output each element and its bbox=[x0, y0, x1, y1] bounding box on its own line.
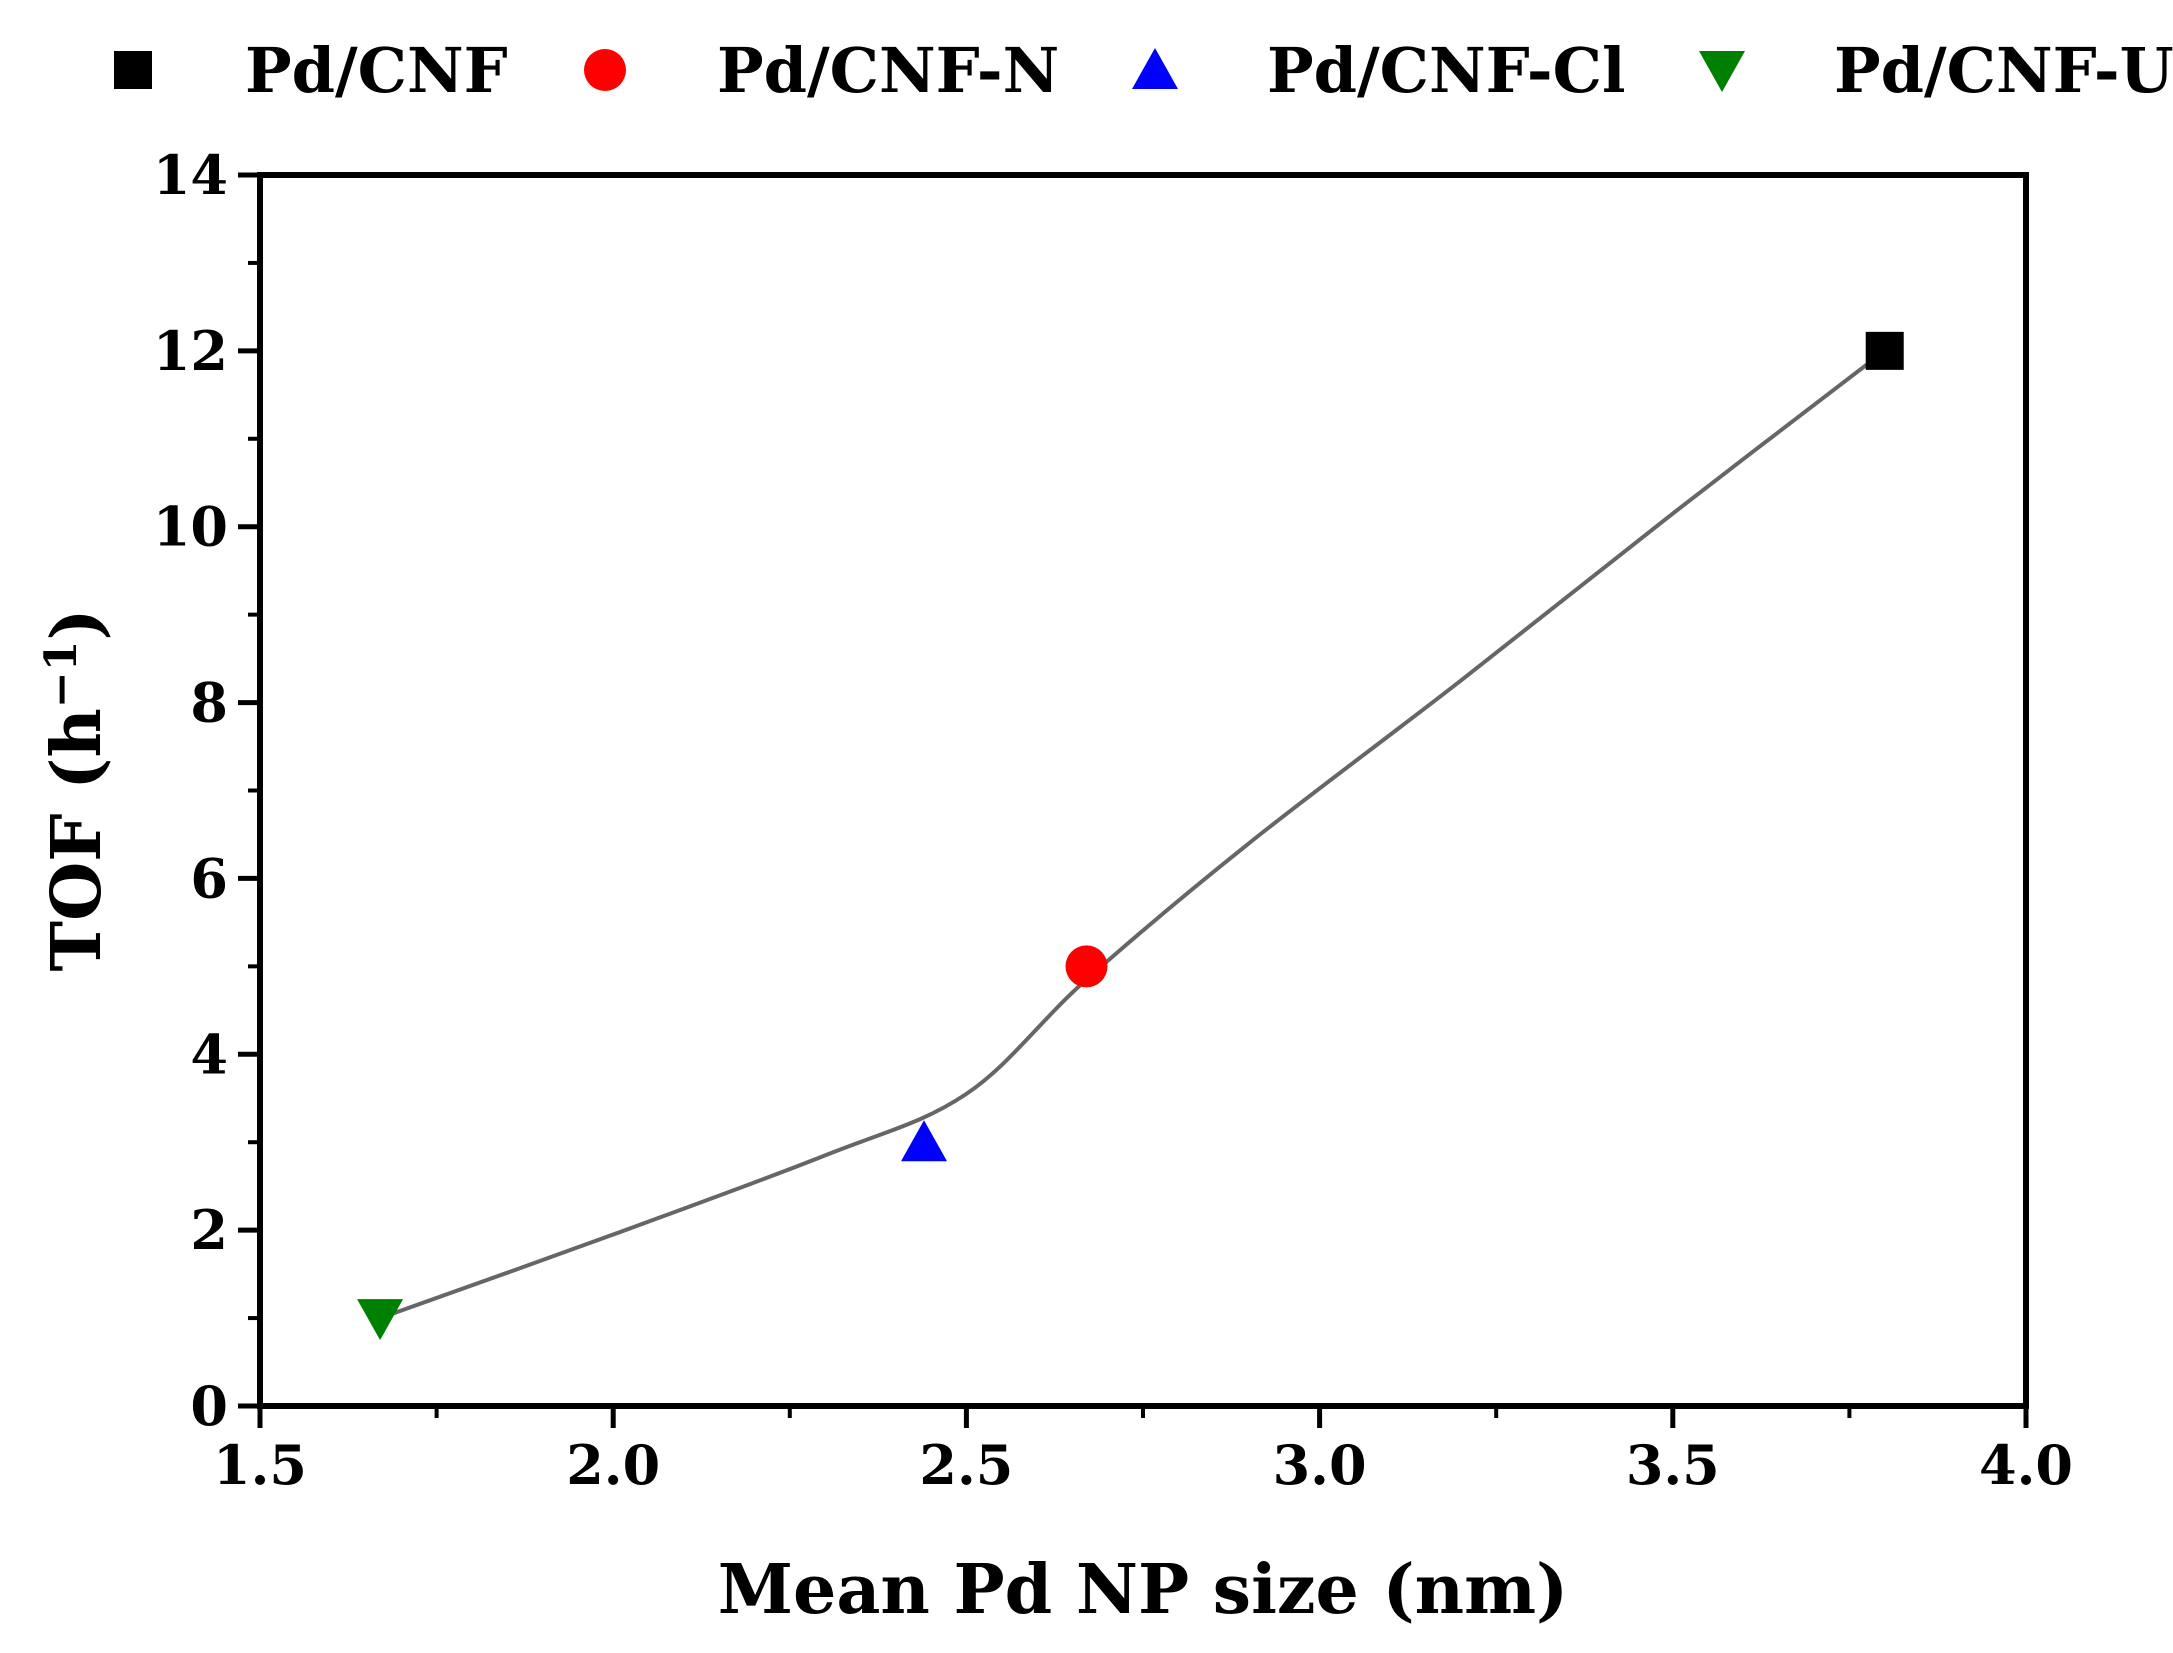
y-tick-label: 8 bbox=[190, 671, 228, 735]
x-tick-label: 3.0 bbox=[1273, 1433, 1367, 1497]
data-point-pd-cnf bbox=[1865, 331, 1904, 370]
y-tick-label: 4 bbox=[190, 1022, 228, 1086]
x-axis-title: Mean Pd NP size (nm) bbox=[718, 1550, 1568, 1630]
y-axis-title-main: TOF (h bbox=[37, 708, 117, 971]
x-tick-label: 1.5 bbox=[213, 1433, 307, 1497]
legend-label-pd-cnf-u: Pd/CNF-U bbox=[1834, 34, 2173, 107]
legend-label-pd-cnf-n: Pd/CNF-N bbox=[717, 34, 1059, 107]
x-tick-label: 4.0 bbox=[1979, 1433, 2073, 1497]
legend-marker-pd-cnf-u bbox=[1699, 51, 1745, 92]
legend-marker-pd-cnf-n bbox=[584, 49, 626, 91]
y-tick-label: 6 bbox=[190, 846, 228, 910]
data-point-pd-cnf-n bbox=[1065, 945, 1108, 988]
y-tick-label: 10 bbox=[153, 495, 228, 559]
tick-labels: 1.5 2.0 2.5 3.0 3.5 4.0 0 2 4 6 8 10 12 14 bbox=[153, 143, 2073, 1497]
data-points bbox=[357, 331, 1904, 1341]
legend-marker-pd-cnf bbox=[114, 51, 152, 89]
x-tick-label: 2.5 bbox=[919, 1433, 1013, 1497]
y-axis-title-superscript: −1 bbox=[36, 641, 87, 708]
y-axis-title-close: ) bbox=[37, 608, 117, 640]
legend: Pd/CNF Pd/CNF-N Pd/CNF-Cl Pd/CNF-U bbox=[114, 34, 2173, 107]
data-point-pd-cnf-cl bbox=[901, 1120, 948, 1162]
y-tick-label: 2 bbox=[190, 1198, 228, 1262]
y-axis-title: TOF (h−1) bbox=[36, 608, 117, 971]
legend-label-pd-cnf: Pd/CNF bbox=[245, 34, 508, 107]
y-tick-label: 12 bbox=[153, 319, 228, 383]
fit-curve-group bbox=[379, 349, 1886, 1320]
plot-frame bbox=[257, 172, 2029, 1409]
legend-marker-pd-cnf-cl bbox=[1132, 48, 1178, 89]
fit-curve bbox=[379, 349, 1886, 1320]
axis-ticks bbox=[238, 172, 2029, 1428]
y-tick-label: 14 bbox=[153, 143, 228, 207]
data-point-pd-cnf-u bbox=[357, 1299, 404, 1341]
y-tick-label: 0 bbox=[190, 1374, 228, 1438]
x-tick-label: 2.0 bbox=[566, 1433, 660, 1497]
legend-label-pd-cnf-cl: Pd/CNF-Cl bbox=[1267, 34, 1626, 107]
x-tick-label: 3.5 bbox=[1626, 1433, 1720, 1497]
